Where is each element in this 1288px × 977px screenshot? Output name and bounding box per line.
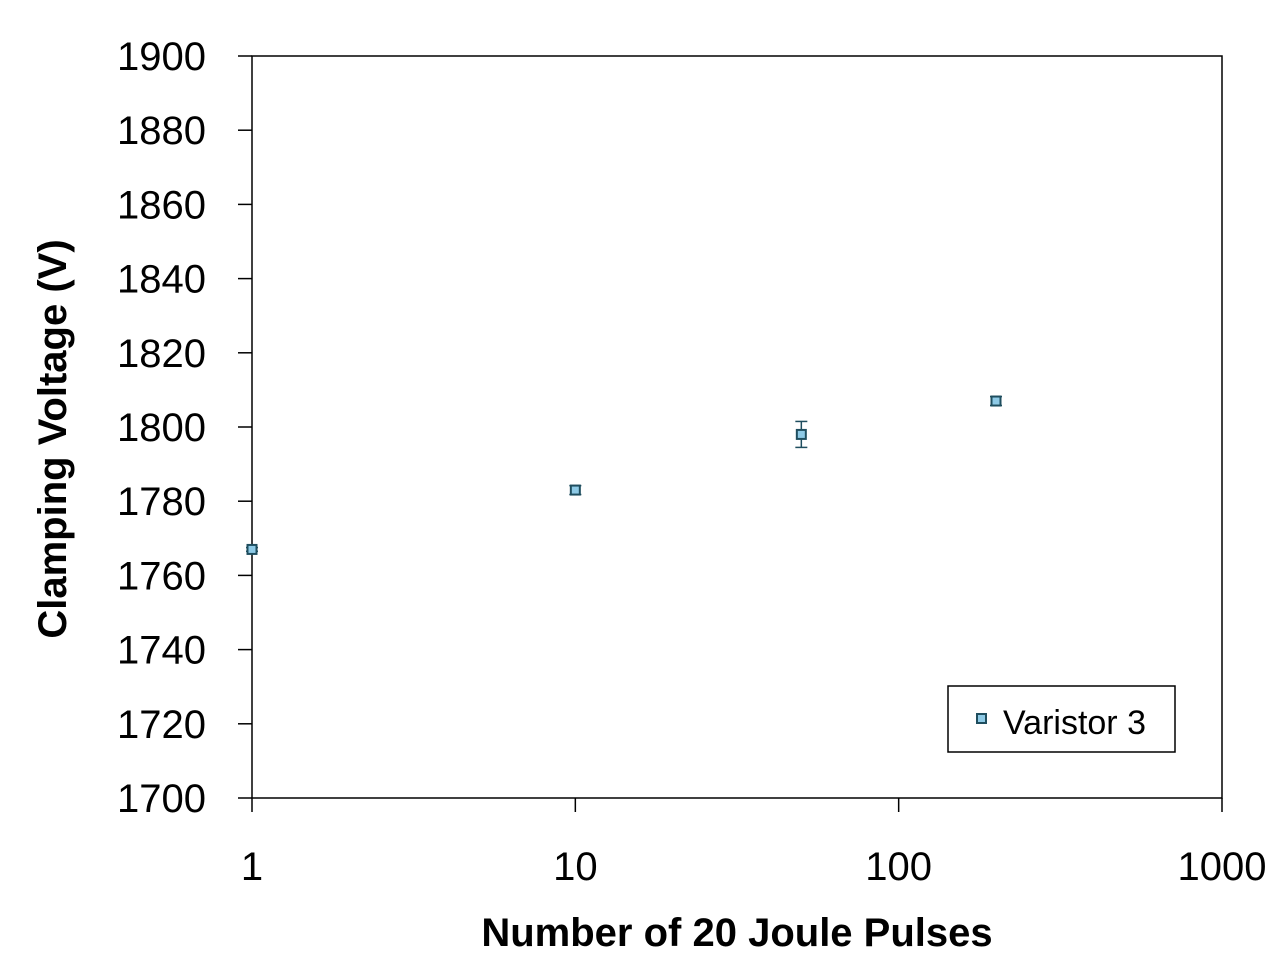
y-tick-label: 1800 xyxy=(117,406,206,450)
data-point xyxy=(990,395,1002,407)
y-tick-label: 1900 xyxy=(117,35,206,79)
y-tick-label: 1820 xyxy=(117,332,206,376)
y-tick-label: 1740 xyxy=(117,629,206,673)
x-tick-label: 1000 xyxy=(1178,845,1267,889)
data-points xyxy=(246,395,1002,555)
y-tick-label: 1720 xyxy=(117,703,206,747)
x-tick-label: 10 xyxy=(553,845,598,889)
y-tick-label: 1700 xyxy=(117,777,206,821)
y-tick-label: 1760 xyxy=(117,554,206,598)
ticks: 1700 1720 1740 1760 1780 1800 1820 1840 1860 1880… xyxy=(117,35,1266,889)
y-tick-label: 1880 xyxy=(117,109,206,153)
data-point xyxy=(795,428,807,440)
x-tick-label: 100 xyxy=(865,845,932,889)
y-axis-title: Clamping Voltage (V) xyxy=(31,239,75,638)
data-point xyxy=(569,484,581,496)
x-tick-label: 1 xyxy=(241,845,263,889)
y-tick-label: 1840 xyxy=(117,258,206,302)
x-axis-title: Number of 20 Joule Pulses xyxy=(481,911,992,955)
data-point xyxy=(246,543,258,555)
y-tick-label: 1780 xyxy=(117,480,206,524)
legend-label: Varistor 3 xyxy=(1003,704,1146,742)
legend-marker xyxy=(976,713,987,724)
y-tick-label: 1860 xyxy=(117,183,206,227)
legend: Varistor 3 xyxy=(947,685,1176,753)
